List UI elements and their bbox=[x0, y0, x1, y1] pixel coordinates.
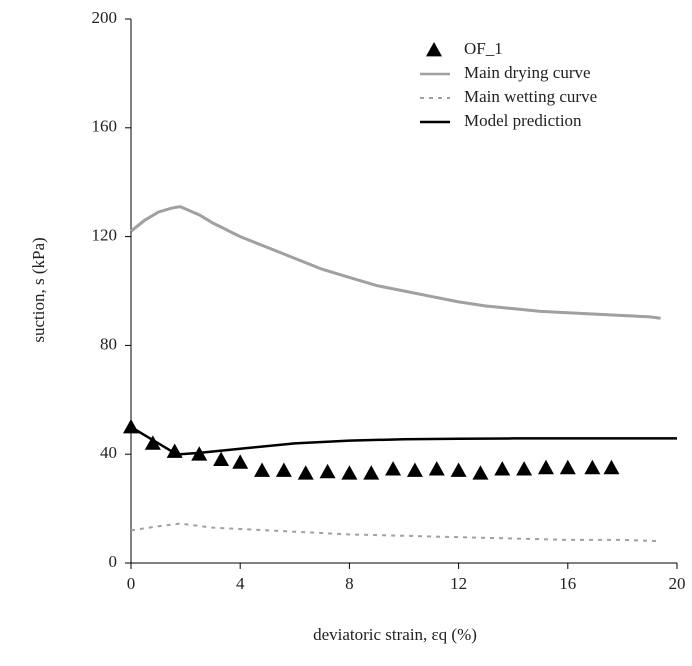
data-point bbox=[450, 462, 467, 477]
data-point bbox=[537, 459, 554, 475]
y-tick-label: 0 bbox=[109, 552, 118, 571]
data-point bbox=[275, 462, 292, 477]
legend-label: OF_1 bbox=[464, 39, 503, 58]
data-point bbox=[297, 465, 314, 480]
y-tick-label: 80 bbox=[100, 334, 117, 353]
legend-marker bbox=[426, 42, 442, 57]
data-point bbox=[232, 454, 249, 469]
data-point bbox=[341, 465, 358, 480]
data-point bbox=[584, 459, 601, 475]
data-line bbox=[130, 522, 661, 543]
legend-label: Model prediction bbox=[464, 111, 582, 130]
data-point bbox=[254, 462, 271, 477]
data-point bbox=[559, 459, 576, 475]
legend-label: Main drying curve bbox=[464, 63, 591, 82]
data-point bbox=[406, 462, 423, 477]
y-tick-label: 160 bbox=[92, 117, 118, 136]
x-tick-label: 16 bbox=[559, 574, 576, 593]
x-tick-label: 8 bbox=[345, 574, 354, 593]
x-tick-label: 0 bbox=[127, 574, 136, 593]
y-tick-label: 40 bbox=[100, 443, 117, 462]
y-tick-label: 120 bbox=[92, 226, 118, 245]
legend-label: Main wetting curve bbox=[464, 87, 597, 106]
data-line bbox=[130, 205, 661, 320]
y-tick-label: 200 bbox=[92, 8, 118, 27]
data-point bbox=[428, 461, 445, 476]
data-point bbox=[144, 435, 161, 450]
data-point bbox=[213, 451, 230, 467]
data-point bbox=[363, 465, 380, 480]
x-tick-label: 4 bbox=[236, 574, 245, 593]
data-line bbox=[130, 425, 677, 456]
data-point bbox=[603, 459, 620, 475]
x-axis-label: deviatoric strain, εq (%) bbox=[313, 625, 477, 644]
data-point bbox=[319, 463, 336, 479]
x-tick-label: 20 bbox=[669, 574, 686, 593]
data-point bbox=[494, 461, 511, 476]
data-point bbox=[385, 461, 402, 476]
y-axis-label: suction, s (kPa) bbox=[29, 237, 48, 342]
x-tick-label: 12 bbox=[450, 574, 467, 593]
data-point bbox=[472, 465, 489, 480]
data-point bbox=[516, 461, 533, 476]
